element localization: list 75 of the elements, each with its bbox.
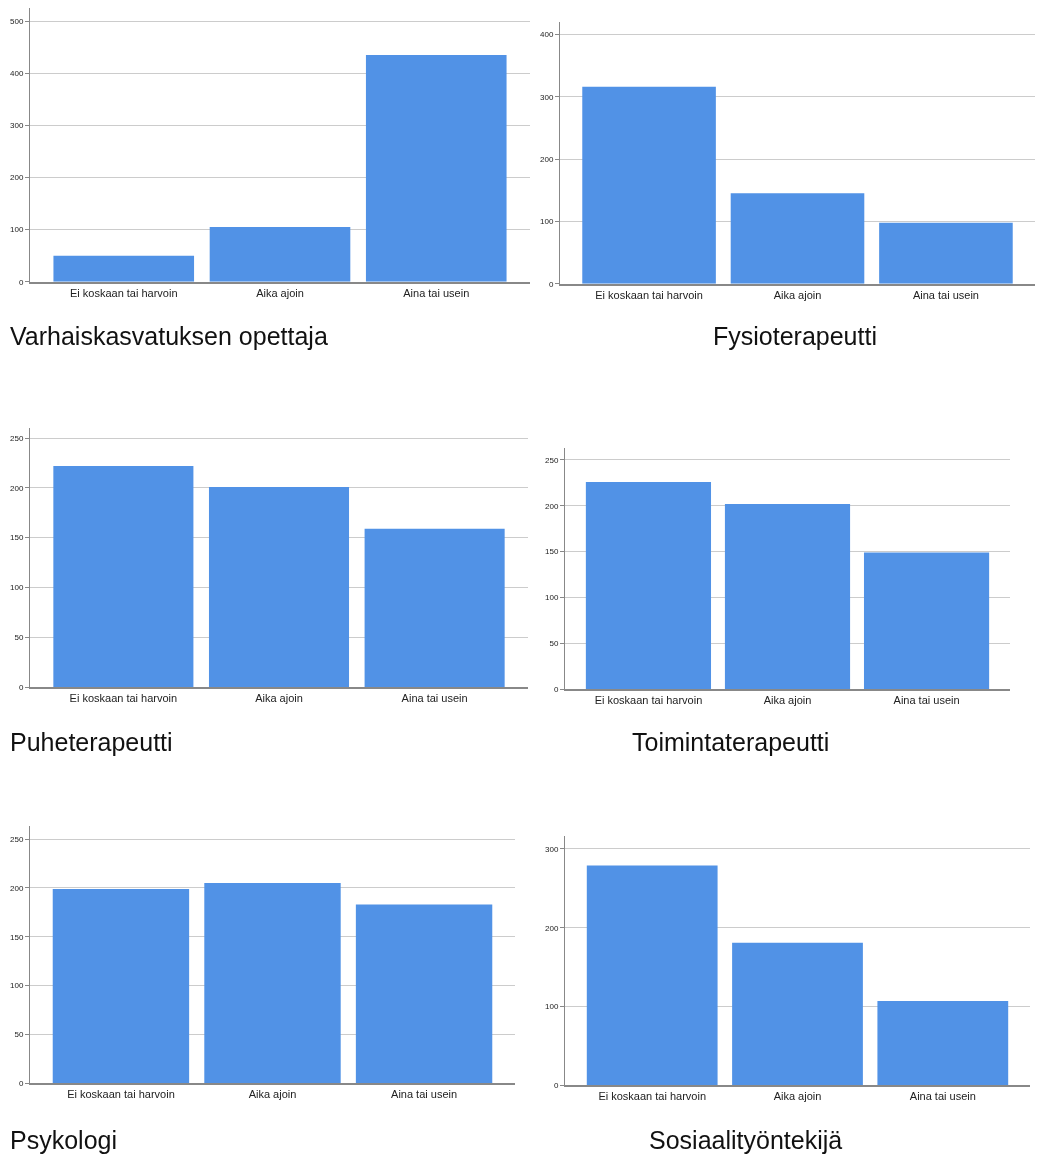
bar [863, 552, 990, 690]
y-tick-label: 100 [10, 981, 24, 991]
y-tick-label: 100 [10, 225, 24, 235]
text: Toimintaterapeutti [632, 728, 830, 756]
text: Sosiaalityöntekijä [649, 1126, 843, 1154]
y-tick-label: 300 [540, 92, 554, 102]
y-tick-label: 500 [10, 16, 24, 26]
y-tick-label: 300 [545, 844, 559, 854]
bar [877, 1001, 1009, 1086]
y-tick-label: 150 [545, 547, 559, 557]
x-tick-label: Aika ajoin [773, 1090, 822, 1103]
bar [582, 86, 716, 284]
bar [730, 193, 865, 284]
y-tick-label: 100 [545, 1002, 559, 1012]
x-tick-label: Aina tai usein [403, 286, 470, 299]
y-tick-label: 200 [10, 883, 24, 893]
x-tick-label: Aina tai usein [909, 1090, 976, 1103]
x-tick-label: Ei koskaan tai harvoin [595, 288, 703, 301]
bar [586, 865, 718, 1086]
y-tick-label: 400 [10, 68, 24, 78]
bar [204, 883, 341, 1084]
y-tick-label: 100 [540, 217, 554, 227]
bar [53, 255, 195, 282]
bar [365, 54, 507, 282]
x-tick-label: Aina tai usein [912, 288, 979, 301]
x-tick-label: Ei koskaan tai harvoin [69, 691, 178, 704]
bar [364, 528, 505, 688]
x-tick-label: Aina tai usein [893, 693, 960, 706]
y-tick-label: 100 [545, 593, 559, 603]
y-tick-label: 150 [10, 533, 24, 543]
y-tick-label: 50 [14, 1030, 24, 1040]
y-tick-label: 200 [540, 154, 554, 164]
bar [879, 222, 1013, 284]
y-tick-label: 0 [553, 684, 559, 694]
x-tick-label: Aika ajoin [763, 693, 812, 706]
y-tick-label: 0 [553, 1081, 559, 1091]
bar [53, 466, 194, 688]
x-tick-label: Aika ajoin [256, 286, 304, 299]
x-tick-label: Aina tai usein [401, 691, 468, 704]
x-tick-label: Ei koskaan tai harvoin [69, 286, 178, 299]
y-tick-label: 200 [10, 483, 24, 493]
bar [585, 481, 712, 690]
y-tick-label: 400 [540, 30, 554, 40]
y-tick-label: 0 [548, 279, 554, 289]
text: Psykologi [10, 1126, 117, 1154]
x-tick-label: Aika ajoin [248, 1088, 297, 1101]
text: Varhaiskasvatuksen opettaja [10, 322, 328, 350]
bar [52, 888, 190, 1084]
bar [732, 942, 863, 1086]
text: Fysioterapeutti [713, 322, 877, 350]
x-tick-label: Aika ajoin [255, 691, 303, 704]
y-tick-label: 250 [10, 834, 24, 844]
bar [208, 486, 350, 688]
x-tick-label: Aika ajoin [773, 288, 822, 301]
text: Puheterapeutti [10, 728, 173, 756]
x-tick-label: Ei koskaan tai harvoin [598, 1090, 706, 1103]
y-tick-label: 50 [549, 639, 559, 649]
bar [724, 503, 851, 690]
y-tick-label: 150 [10, 932, 24, 942]
y-tick-label: 250 [10, 433, 24, 443]
x-tick-label: Ei koskaan tai harvoin [594, 693, 703, 706]
y-tick-label: 200 [545, 923, 559, 933]
y-tick-label: 50 [14, 633, 24, 643]
y-tick-label: 200 [545, 501, 559, 511]
y-tick-label: 100 [10, 583, 24, 593]
x-tick-label: Aina tai usein [391, 1088, 458, 1101]
y-tick-label: 200 [10, 173, 24, 183]
bar [209, 227, 351, 282]
y-tick-label: 0 [18, 682, 24, 692]
y-tick-label: 250 [545, 455, 559, 465]
y-tick-label: 0 [18, 1079, 24, 1089]
y-tick-label: 300 [10, 121, 24, 131]
bar [355, 904, 493, 1084]
x-tick-label: Ei koskaan tai harvoin [67, 1088, 175, 1101]
y-tick-label: 0 [18, 277, 24, 287]
